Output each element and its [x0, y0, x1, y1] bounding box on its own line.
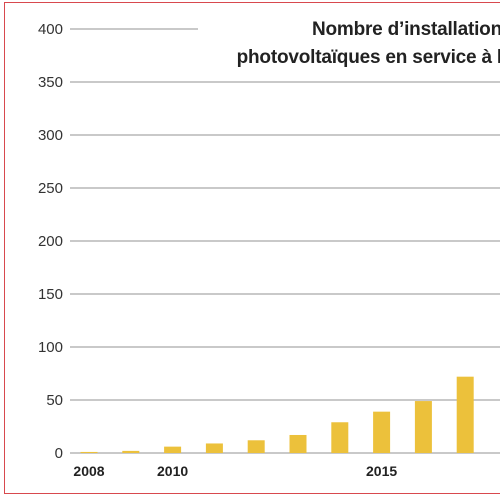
bar-2009	[122, 450, 140, 453]
bar-2015	[373, 411, 391, 453]
bar-2011	[205, 443, 223, 453]
x-tick-label-2008: 2008	[73, 463, 104, 479]
y-tick-label-400: 400	[38, 21, 63, 38]
bar-2010	[164, 446, 182, 453]
y-tick-label-350: 350	[38, 74, 63, 91]
x-tick-label-2010: 2010	[157, 463, 188, 479]
chart-title-line-1: Nombre d’installation	[311, 19, 500, 40]
y-tick-label-250: 250	[38, 180, 63, 197]
x-tick-label-2015: 2015	[366, 463, 397, 479]
bar-2013	[289, 434, 307, 453]
bar-2016	[414, 401, 432, 453]
bar-2014	[331, 422, 349, 453]
y-tick-label-50: 50	[46, 392, 63, 409]
y-tick-label-0: 0	[55, 445, 63, 462]
y-tick-label-100: 100	[38, 339, 63, 356]
y-tick-label-200: 200	[38, 233, 63, 250]
bar-2008	[80, 451, 98, 453]
y-tick-label-300: 300	[38, 127, 63, 144]
chart-frame	[4, 2, 500, 494]
chart-title-line-2: photovoltaïques en service à l	[236, 47, 500, 68]
bar-2017	[456, 376, 474, 453]
y-tick-label-150: 150	[38, 286, 63, 303]
bar-2012	[247, 440, 265, 453]
